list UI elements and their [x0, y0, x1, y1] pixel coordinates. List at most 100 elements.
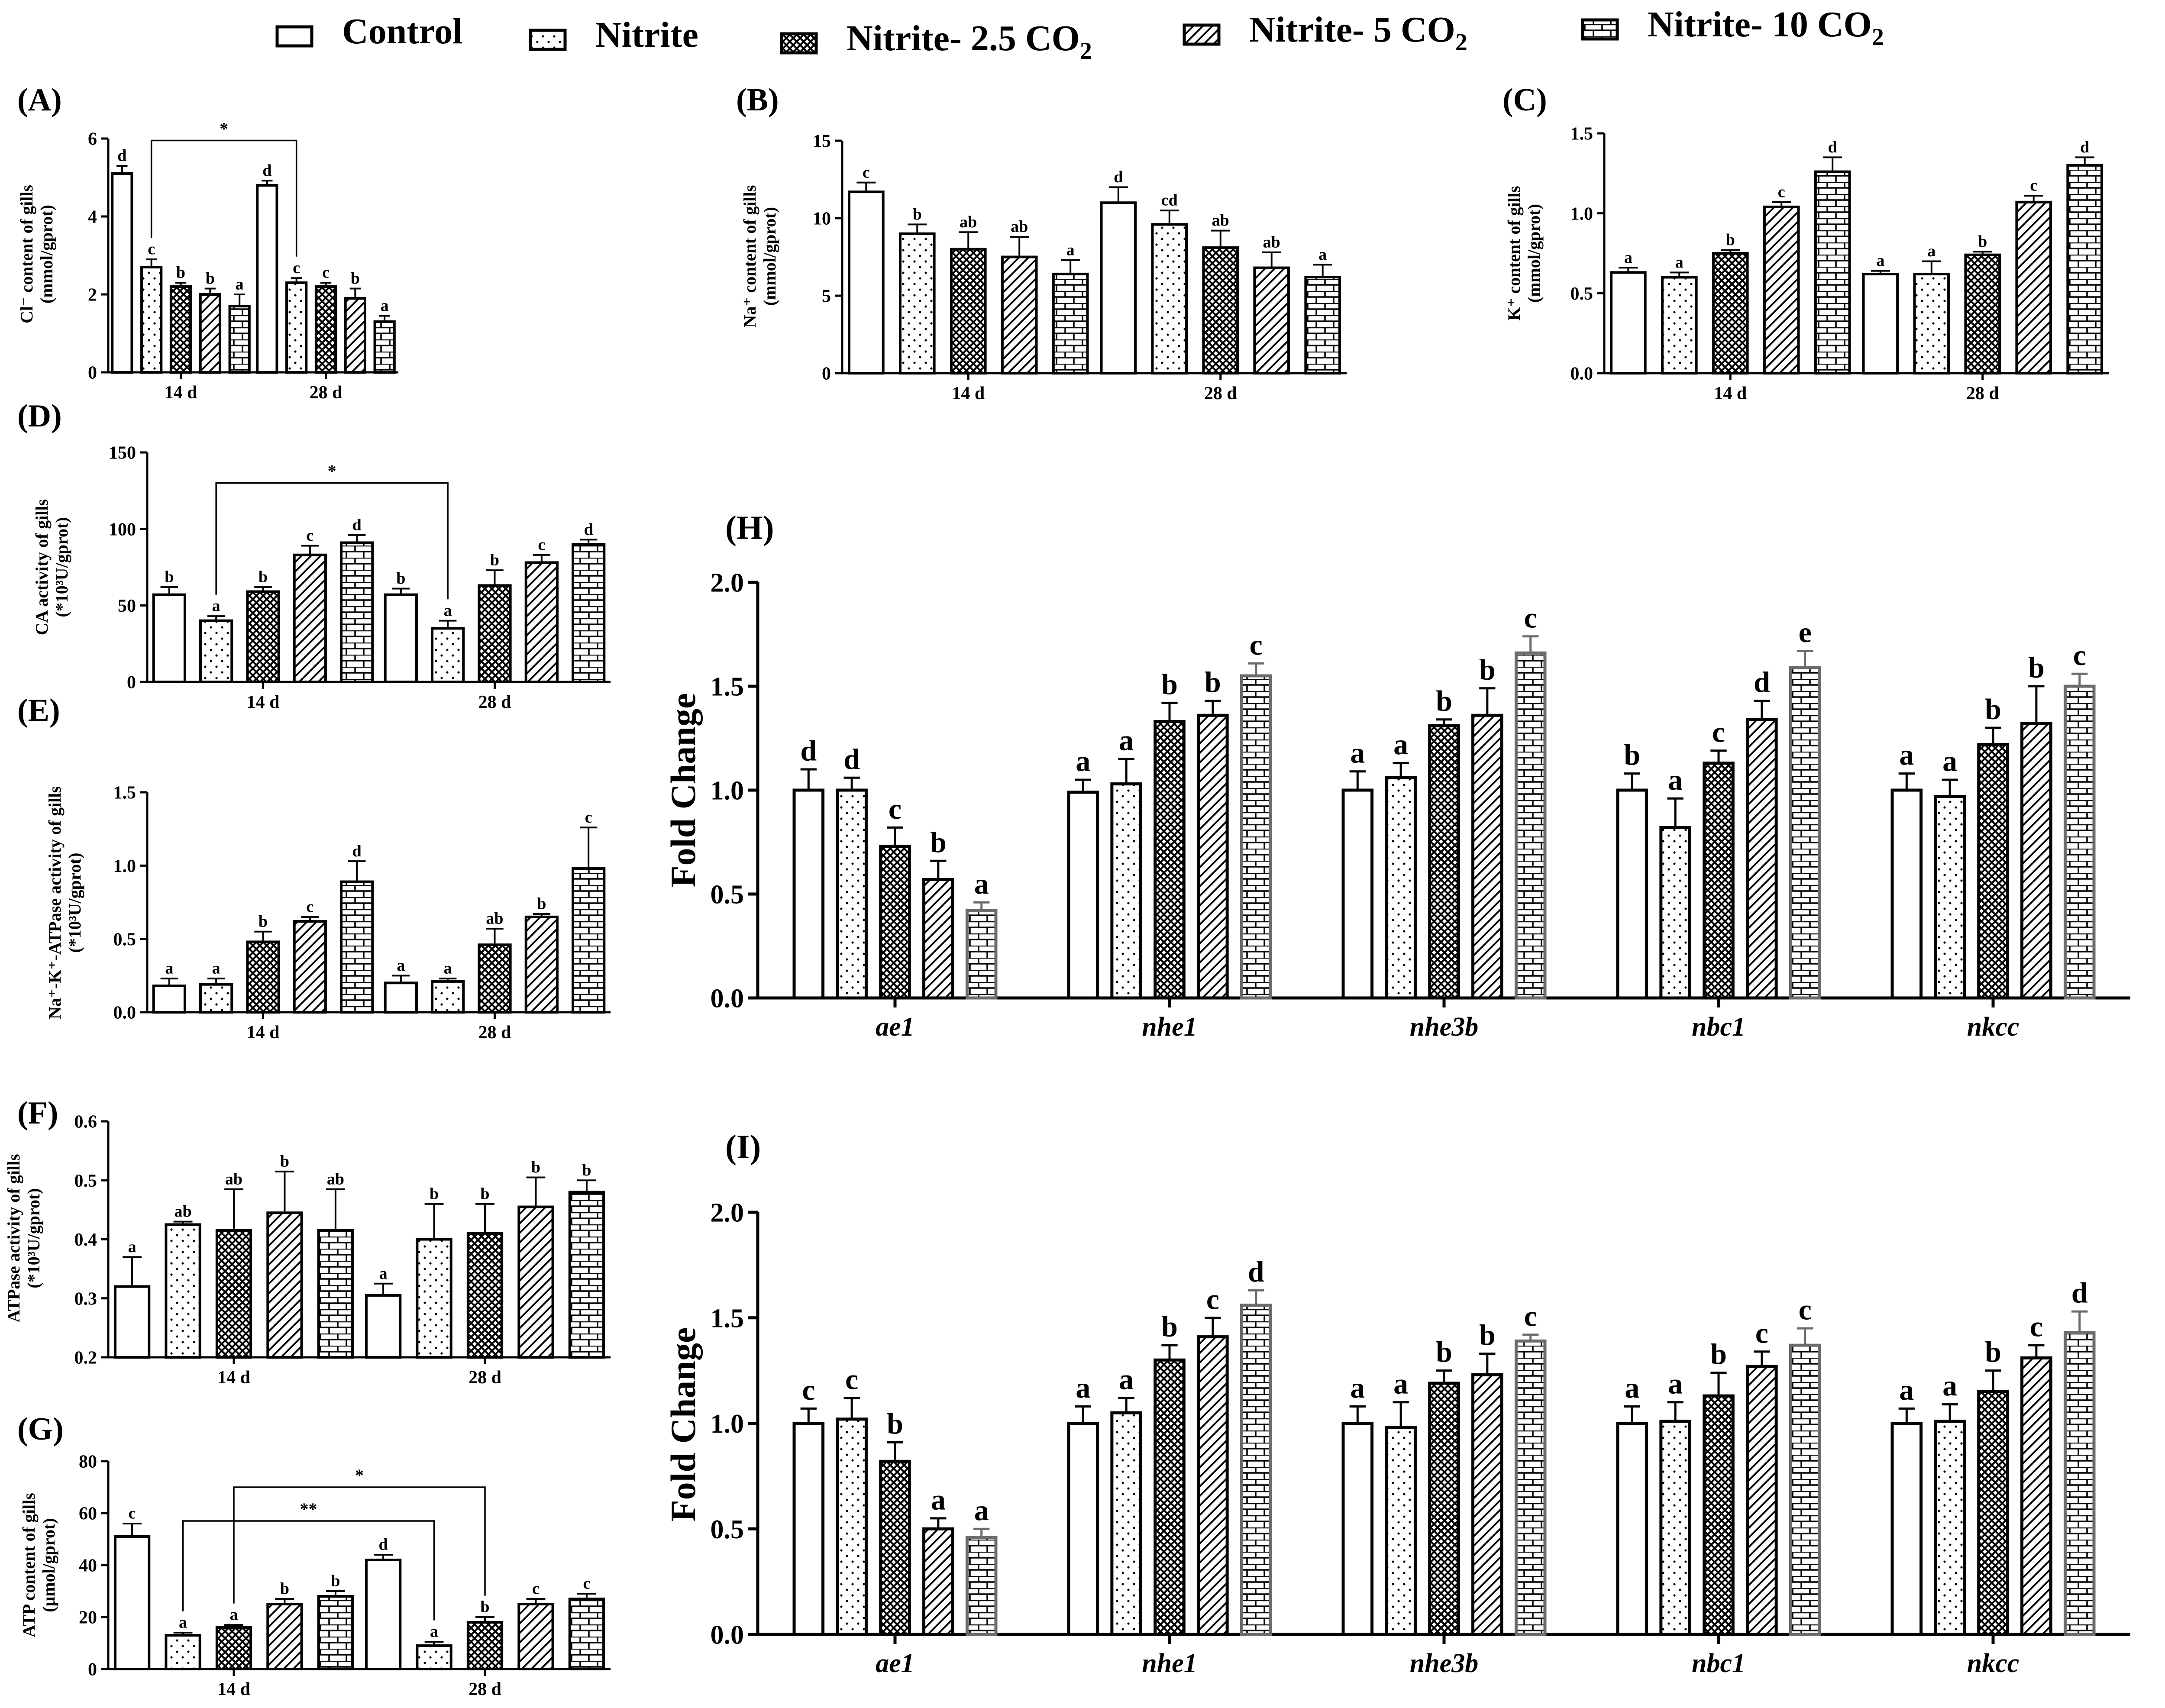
bar — [879, 1459, 911, 1636]
significance-letter: d — [1248, 1255, 1264, 1288]
bar — [478, 584, 512, 684]
bar — [113, 1285, 151, 1359]
significance-letter: b — [396, 569, 405, 588]
significance-letter: d — [2080, 138, 2089, 156]
significance-letter: c — [1799, 1293, 1812, 1326]
bar — [836, 1417, 868, 1636]
bar — [1471, 1373, 1503, 1636]
bar — [199, 619, 233, 683]
significance-letter: ab — [1011, 218, 1028, 236]
legend-swatch — [1183, 23, 1221, 46]
x-tick-label: nkcc — [1967, 1012, 2020, 1042]
bar — [1712, 252, 1749, 375]
y-tick-label: 40 — [79, 1556, 97, 1576]
y-tick-label: 0 — [127, 673, 136, 693]
y-tick-label: 15 — [813, 132, 831, 152]
bar — [524, 561, 559, 684]
bar — [293, 553, 327, 683]
significance-letter: b — [531, 1158, 540, 1176]
chart-panel: (A) Cl⁻ content of gills(mmol/gprot) 0 2 4 6 1… — [17, 82, 398, 403]
y-axis-label: CA activity of gills(*10³U/gprot) — [32, 499, 71, 635]
bar — [1341, 788, 1374, 1000]
bar — [1154, 720, 1186, 1000]
panel-label: (H) — [725, 509, 774, 546]
significance-letter: b — [1436, 684, 1452, 717]
bar — [1616, 788, 1648, 1000]
significance-letter: b — [1479, 653, 1496, 686]
significance-letter: c — [306, 526, 313, 545]
y-axis-label: Fold Change — [663, 1327, 703, 1522]
bar — [1385, 776, 1417, 1000]
significance-letter: b — [206, 269, 215, 287]
bar — [1428, 724, 1460, 1000]
bar — [2015, 200, 2052, 375]
y-tick-label: 50 — [118, 596, 136, 616]
bar — [1789, 1343, 1821, 1636]
significance-letter: c — [129, 1505, 136, 1523]
x-tick-label: 28 d — [310, 383, 343, 403]
significance-letter: c — [293, 259, 300, 277]
significance-letter: b — [1726, 231, 1735, 249]
comparison-star: ** — [300, 1499, 317, 1519]
legend-label: Control — [342, 11, 462, 52]
x-tick-label: 28 d — [469, 1368, 501, 1388]
significance-letter: c — [306, 898, 313, 916]
legend-label: Nitrite- 10 CO2 — [1648, 4, 1884, 51]
bar — [792, 788, 825, 1000]
significance-letter: a — [1393, 728, 1408, 761]
y-tick-label: 4 — [88, 207, 97, 227]
significance-letter: a — [1076, 745, 1090, 778]
bar — [340, 541, 374, 683]
significance-letter: b — [490, 551, 499, 569]
significance-letter: c — [538, 536, 545, 554]
bar — [792, 1422, 825, 1636]
y-tick-label: 6 — [88, 129, 97, 149]
bar — [466, 1621, 504, 1670]
legend-item: Nitrite- 2.5 CO2 — [780, 18, 1092, 65]
significance-letter: d — [117, 147, 126, 165]
significance-letter: b — [1161, 1310, 1178, 1343]
comparison-bracket — [150, 139, 297, 257]
significance-letter: ab — [1212, 211, 1229, 229]
y-axis-label: ATPase activity of gills(*10³U/gprot) — [4, 1154, 43, 1322]
significance-letter: c — [1250, 628, 1263, 661]
bar — [431, 980, 465, 1014]
significance-letter: a — [179, 1614, 187, 1632]
significance-letter: a — [1942, 1369, 1957, 1402]
bar — [1616, 1422, 1648, 1636]
y-tick-label: 1.0 — [1570, 204, 1593, 224]
bar — [922, 1527, 954, 1636]
significance-letter: d — [2071, 1276, 2088, 1309]
significance-letter: a — [1899, 738, 1914, 771]
y-axis-label: Na⁺-K⁺-ATPase activity of gills(*10³U/gp… — [45, 786, 84, 1019]
y-tick-label: 5 — [822, 287, 831, 307]
bar — [266, 1603, 303, 1670]
significance-letter: a — [1927, 242, 1936, 260]
y-tick-label: 0.2 — [74, 1348, 97, 1368]
significance-letter: b — [582, 1161, 591, 1179]
y-tick-label: 1.5 — [1570, 124, 1593, 144]
significance-letter: a — [1876, 252, 1884, 270]
bar — [572, 543, 606, 683]
bar — [1862, 273, 1899, 375]
bar — [517, 1603, 554, 1670]
bar — [2020, 722, 2052, 1000]
bar — [140, 266, 163, 374]
legend: Control Nitrite Nitrite- 2.5 CO2 Nitrite- 5… — [275, 4, 1884, 65]
significance-letter: b — [913, 205, 922, 223]
y-tick-label: 0.0 — [113, 1003, 136, 1023]
x-tick-label: nhe3b — [1410, 1012, 1478, 1042]
legend-item: Nitrite- 10 CO2 — [1581, 4, 1884, 51]
legend-swatch — [1581, 18, 1619, 41]
significance-letter: a — [165, 959, 173, 978]
significance-letter: a — [430, 1623, 438, 1641]
significance-letter: a — [1066, 241, 1075, 259]
bar — [266, 1211, 303, 1359]
significance-letter: a — [1942, 745, 1957, 778]
y-tick-label: 0.5 — [711, 880, 744, 910]
bar — [199, 293, 221, 374]
significance-letter: c — [1524, 601, 1537, 634]
significance-letter: e — [1799, 616, 1812, 649]
bar — [113, 1535, 151, 1670]
significance-letter: d — [800, 734, 817, 767]
